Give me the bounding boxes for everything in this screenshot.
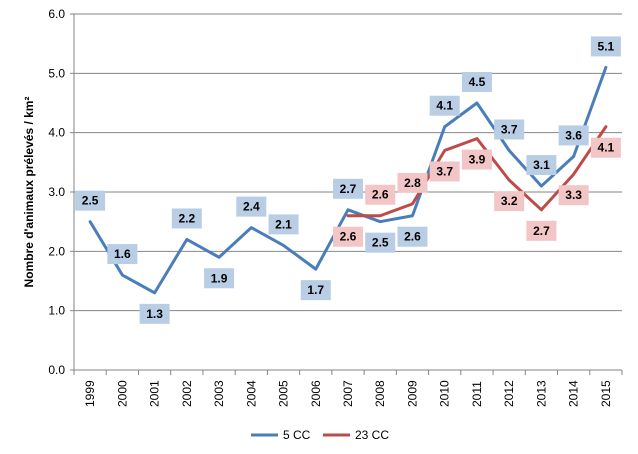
x-tick-label: 2006 xyxy=(309,380,323,407)
y-axis-ticks: 0.0 1.0 2.0 3.0 4.0 5.0 6.0 xyxy=(48,7,65,377)
data-label-bg xyxy=(461,72,492,92)
data-label-bg xyxy=(171,208,202,229)
data-label: 3.7 xyxy=(501,122,518,136)
x-tick-label: 1999 xyxy=(83,380,97,407)
x-tick-label: 2010 xyxy=(438,380,452,407)
y-tick-label: 6.0 xyxy=(48,7,65,21)
y-tick-label: 0.0 xyxy=(48,363,65,377)
data-label-bg xyxy=(139,303,170,324)
x-tick-label: 2009 xyxy=(405,380,419,407)
data-label-bg xyxy=(75,190,106,211)
data-label: 3.1 xyxy=(533,158,550,172)
y-tick-label: 1.0 xyxy=(48,304,65,318)
data-label: 2.7 xyxy=(533,224,550,238)
data-label-bg xyxy=(526,155,557,176)
data-labels: 2.5 1.6 1.3 2.2 1.9 2.4 2.1 1.7 2.7 2.5 2.6 4.1 4.5 3… xyxy=(75,36,621,324)
data-label-bg xyxy=(558,125,589,146)
data-label-bg xyxy=(526,220,557,241)
data-label-bg xyxy=(397,172,428,193)
x-tick-label: 2002 xyxy=(180,380,194,407)
data-label-bg xyxy=(333,178,363,199)
data-label-bg xyxy=(333,226,363,247)
data-label: 2.6 xyxy=(340,230,357,244)
y-tick-label: 2.0 xyxy=(48,244,65,258)
data-label: 2.8 xyxy=(404,176,421,190)
series-line-a xyxy=(88,65,608,295)
data-label: 2.4 xyxy=(243,200,260,214)
data-label: 2.2 xyxy=(178,211,195,225)
data-label: 1.9 xyxy=(211,271,228,285)
x-tick-label: 2000 xyxy=(115,380,129,407)
data-label-bg xyxy=(397,226,428,247)
x-tick-label: 2007 xyxy=(341,380,355,407)
data-label: 3.2 xyxy=(501,194,518,208)
data-label: 2.6 xyxy=(404,230,421,244)
data-label-bg xyxy=(494,119,525,140)
data-label-bg xyxy=(494,191,525,212)
x-tick-label: 2012 xyxy=(502,380,516,407)
data-label: 4.5 xyxy=(469,75,486,89)
data-label: 3.3 xyxy=(565,188,582,202)
x-tick-label: 2013 xyxy=(534,380,548,407)
x-tick-label: 2004 xyxy=(244,380,258,407)
data-label: 3.7 xyxy=(436,164,453,178)
x-tick-label: 2015 xyxy=(599,380,613,407)
data-label: 2.5 xyxy=(82,194,99,208)
legend-label: 23 CC xyxy=(355,428,389,442)
y-tick-label: 4.0 xyxy=(48,126,65,140)
data-label-bg xyxy=(107,244,138,265)
x-tick-label: 2014 xyxy=(567,380,581,407)
y-tick-label: 5.0 xyxy=(48,66,65,80)
data-label-bg xyxy=(590,36,621,57)
y-tick-label: 3.0 xyxy=(48,185,65,199)
x-tick-label: 2008 xyxy=(373,380,387,407)
data-label: 4.1 xyxy=(598,141,615,155)
data-label-bg xyxy=(268,214,299,235)
data-label: 2.5 xyxy=(372,236,389,250)
data-label-bg xyxy=(590,137,621,158)
data-label-bg xyxy=(365,232,396,253)
data-label-bg xyxy=(236,196,267,217)
x-tick-label: 2011 xyxy=(470,381,484,407)
x-tick-label: 2003 xyxy=(212,380,226,407)
data-label: 1.3 xyxy=(146,307,163,321)
data-label: 3.6 xyxy=(565,128,582,142)
x-tick-label: 2001 xyxy=(148,380,162,407)
data-label: 1.6 xyxy=(114,247,131,261)
x-axis-ticks: 1999 2000 2001 2002 2003 2004 2005 2006 2007 2008… xyxy=(83,380,613,407)
data-label: 3.9 xyxy=(469,153,486,167)
data-label: 4.1 xyxy=(436,99,453,113)
data-label-bg xyxy=(461,149,492,170)
data-label-bg xyxy=(558,185,589,206)
data-label: 2.6 xyxy=(372,188,389,202)
data-label-bg xyxy=(429,161,460,182)
data-label: 5.1 xyxy=(598,39,615,53)
data-label: 1.7 xyxy=(307,283,324,297)
data-label-bg xyxy=(204,268,235,289)
data-label: 2.7 xyxy=(340,182,357,196)
data-label-bg xyxy=(429,95,460,116)
data-label-bg xyxy=(365,184,396,205)
data-label: 2.1 xyxy=(275,217,292,231)
x-tick-label: 2005 xyxy=(277,380,291,407)
data-label-bg xyxy=(300,280,331,301)
legend: 5 CC 23 CC xyxy=(251,428,389,442)
y-axis-label: Nombre d'animaux prélevés / km² xyxy=(22,97,36,288)
legend-label: 5 CC xyxy=(283,428,311,442)
